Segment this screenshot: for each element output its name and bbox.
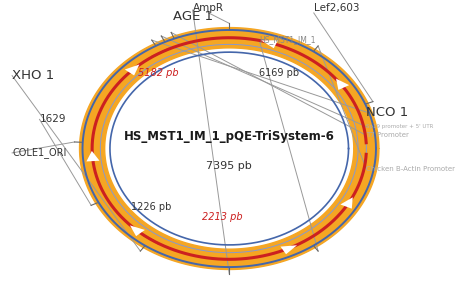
Text: Sp19 promoter + 5' UTR: Sp19 promoter + 5' UTR	[366, 124, 434, 129]
Polygon shape	[80, 27, 379, 269]
Polygon shape	[340, 197, 353, 209]
Text: NCO 1: NCO 1	[366, 106, 409, 119]
Text: HS_MST1_IM_1: HS_MST1_IM_1	[259, 35, 315, 44]
Polygon shape	[281, 245, 297, 254]
Polygon shape	[261, 40, 278, 48]
Text: 1629: 1629	[39, 114, 66, 124]
Text: XHO 1: XHO 1	[12, 69, 55, 82]
Text: T7 Promoter: T7 Promoter	[366, 132, 409, 138]
Text: COLE1_ORI: COLE1_ORI	[12, 148, 66, 158]
Text: 7395 pb: 7395 pb	[206, 161, 252, 171]
Text: 5182 pb: 5182 pb	[138, 68, 178, 78]
Text: 2213 pb: 2213 pb	[202, 212, 242, 222]
Text: HS_MST1_IM_1_pQE-TriSystem-6: HS_MST1_IM_1_pQE-TriSystem-6	[124, 130, 335, 143]
Polygon shape	[125, 65, 139, 76]
Polygon shape	[86, 151, 100, 161]
Text: Chicken B-Actin Promoter: Chicken B-Actin Promoter	[366, 166, 456, 172]
Polygon shape	[130, 225, 145, 236]
Text: 1226 pb: 1226 pb	[131, 202, 171, 212]
Text: AmpR: AmpR	[193, 3, 224, 13]
Text: AGE 1: AGE 1	[173, 10, 213, 23]
Text: Lef2,603: Lef2,603	[314, 3, 359, 13]
Text: 6169 pb: 6169 pb	[259, 68, 299, 78]
Polygon shape	[336, 78, 349, 90]
